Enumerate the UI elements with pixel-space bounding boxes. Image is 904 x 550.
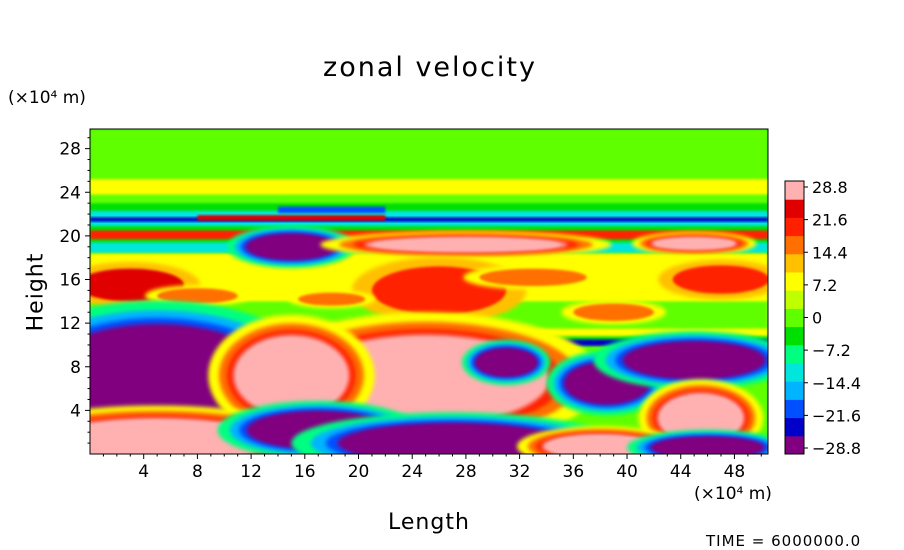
colorbar-tick-label: −21.6 (812, 406, 861, 425)
colorbar-tick-label: −14.4 (812, 374, 861, 393)
x-tick-label: 44 (670, 462, 692, 482)
x-tick-label: 12 (240, 462, 262, 482)
x-tick-label: 24 (401, 462, 423, 482)
colorbar-tick-label: 14.4 (812, 243, 848, 262)
colorbar-segment (785, 381, 804, 400)
colorbar-segment (785, 235, 804, 255)
plot-frame (89, 128, 769, 455)
field-feature (631, 231, 757, 256)
colorbar-segment (785, 272, 804, 291)
colorbar-segment (785, 417, 804, 437)
y-axis-unit: (×10⁴ m) (8, 88, 86, 108)
y-tick-label: 12 (59, 314, 81, 334)
field-feature (516, 426, 684, 454)
feature-core (476, 349, 536, 376)
colorbar-tick-label: 7.2 (812, 276, 837, 295)
colorbar-tick-label: −28.8 (812, 439, 861, 458)
field-feature (208, 314, 375, 437)
x-tick-label: 4 (138, 462, 149, 482)
colorbar-segment (785, 290, 804, 309)
field-feature (561, 300, 666, 325)
x-tick-label: 36 (563, 462, 585, 482)
feature-core (248, 234, 335, 259)
colorbar-segment (785, 199, 804, 218)
colorbar: 28.8 21.6 14.4 7.2 0 −7.2 −14.4 −21.6 −28.8 (784, 178, 861, 458)
feature-core (653, 437, 762, 454)
colorbar-segment (785, 217, 804, 237)
field-feature (593, 331, 768, 390)
x-tick-label: 8 (192, 462, 203, 482)
field-layer-blue-streak-22 (277, 206, 386, 213)
y-tick-label: 20 (59, 227, 81, 247)
x-tick-label: 40 (616, 462, 638, 482)
colorbar-tick-label: −7.2 (812, 341, 851, 360)
feature-core (345, 424, 560, 454)
feature-core (660, 395, 742, 441)
feature-core (237, 338, 346, 413)
field-feature (461, 339, 551, 386)
x-tick-label: 48 (724, 462, 746, 482)
velocity-field (90, 129, 768, 454)
colorbar-segment (785, 326, 804, 346)
field-feature (463, 265, 603, 290)
x-tick-label: 28 (455, 462, 477, 482)
field-feature (320, 231, 612, 259)
colorbar-tick-label: 21.6 (812, 211, 848, 230)
y-tick-label: 4 (70, 401, 81, 421)
feature-core (627, 342, 762, 378)
feature-core (653, 238, 735, 249)
feature-core (546, 435, 654, 454)
colorbar-segment (785, 308, 804, 328)
x-axis-unit: (×10⁴ m) (694, 484, 772, 504)
feature-core (573, 303, 654, 321)
colorbar-segment (785, 399, 804, 419)
colorbar-segment (785, 253, 804, 273)
field-layer-red-line-21 (197, 215, 386, 221)
x-axis-label: Length (388, 510, 470, 535)
colorbar-segment (785, 363, 804, 382)
field-feature (658, 259, 768, 300)
feature-core (672, 265, 768, 294)
y-tick-label: 8 (70, 358, 81, 378)
y-tick-label: 24 (59, 183, 81, 203)
feature-core (479, 268, 587, 287)
feature-core (157, 288, 238, 304)
chart-title: zonal velocity (323, 52, 537, 83)
y-tick-label: 16 (59, 271, 81, 291)
colorbar-tick-label: 0 (812, 309, 822, 328)
feature-core (298, 292, 366, 306)
y-tick-label: 28 (59, 140, 81, 160)
colorbar-segment (785, 435, 804, 455)
field-layer-blue-line-21 (90, 217, 768, 222)
colorbar-segment (785, 181, 804, 200)
field-feature (627, 429, 768, 454)
colorbar-tick-label: 28.8 (812, 178, 848, 197)
x-tick-label: 16 (294, 462, 316, 482)
colorbar-segment (785, 344, 804, 364)
x-tick-label: 20 (348, 462, 370, 482)
x-tick-label: 32 (509, 462, 531, 482)
field-feature (288, 289, 376, 309)
field-feature (226, 225, 356, 268)
feature-core (371, 238, 560, 252)
field-layer-yellow-band-24 (90, 179, 768, 195)
